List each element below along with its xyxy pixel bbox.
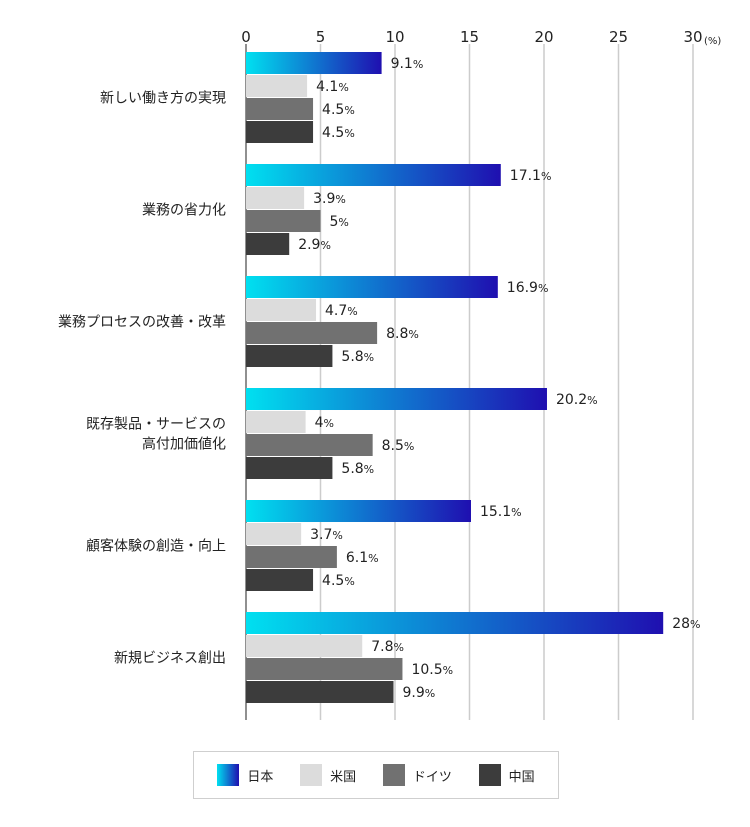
legend-swatch-japan	[217, 764, 240, 786]
bar-中国	[246, 569, 314, 591]
bar-日本	[246, 164, 501, 186]
category-label: 既存製品・サービスの	[86, 417, 226, 433]
x-tick-label: 20	[534, 28, 553, 46]
data-label: 4.5%	[322, 125, 355, 141]
category-label: 新規ビジネス創出	[114, 651, 226, 667]
category-label: 高付加価値化	[142, 436, 226, 453]
bar-日本	[246, 500, 471, 522]
bar-中国	[246, 233, 290, 255]
x-tick-label: 30	[683, 28, 702, 46]
data-label: 5%	[330, 214, 349, 230]
bar-中国	[246, 457, 333, 479]
x-tick-label: 0	[241, 28, 251, 46]
data-label: 9.1%	[391, 56, 424, 72]
data-label: 9.9%	[403, 685, 436, 701]
data-label: 4.7%	[325, 303, 358, 319]
bar-中国	[246, 345, 333, 367]
legend-label-japan: 日本	[247, 769, 274, 785]
data-label: 6.1%	[346, 550, 379, 566]
data-label: 4.5%	[322, 573, 355, 589]
legend-label-germany: ドイツ	[412, 769, 452, 785]
legend-swatch-usa	[300, 764, 323, 786]
data-label: 5.8%	[341, 349, 374, 365]
legend-item-japan: 日本	[217, 764, 273, 786]
data-label: 7.8%	[371, 639, 404, 655]
data-label: 15.1%	[480, 504, 522, 520]
legend-swatch-china	[478, 764, 501, 786]
x-tick-label: 10	[385, 28, 404, 46]
data-label: 2.9%	[298, 237, 331, 253]
data-label: 16.9%	[507, 280, 549, 296]
bar-中国	[246, 681, 394, 703]
category-label: 新しい働き方の実現	[100, 91, 226, 107]
x-tick-label: 5	[316, 28, 326, 46]
bar-日本	[246, 388, 547, 410]
legend-item-usa: 米国	[300, 764, 356, 786]
bar-米国	[246, 299, 317, 321]
data-label: 3.9%	[313, 191, 346, 207]
data-label: 5.8%	[341, 461, 374, 477]
category-label: 業務の省力化	[142, 203, 226, 219]
bar-中国	[246, 121, 314, 143]
data-label: 3.7%	[310, 527, 343, 543]
legend-label-usa: 米国	[330, 769, 357, 785]
data-label: 4%	[315, 415, 334, 431]
x-tick-label: 15	[460, 28, 479, 46]
legend-label-china: 中国	[508, 769, 535, 785]
bar-米国	[246, 523, 302, 545]
data-label: 4.1%	[316, 79, 349, 95]
bar-ドイツ	[246, 322, 378, 344]
bar-ドイツ	[246, 546, 337, 568]
bar-ドイツ	[246, 210, 321, 232]
category-label: 業務プロセスの改善・改革	[58, 315, 226, 331]
x-axis-unit: (%)	[704, 36, 721, 47]
data-label: 20.2%	[556, 392, 598, 408]
data-label: 8.5%	[382, 438, 415, 454]
bar-ドイツ	[246, 98, 314, 120]
data-label: 17.1%	[510, 168, 552, 184]
bar-米国	[246, 187, 305, 209]
legend-swatch-germany	[382, 764, 405, 786]
x-tick-label: 25	[609, 28, 628, 46]
data-label: 4.5%	[322, 102, 355, 118]
bar-ドイツ	[246, 434, 373, 456]
bar-米国	[246, 75, 308, 97]
bar-米国	[246, 635, 363, 657]
bar-chart: 0 5 10 15 20 25 30 9.1% 4.1% 4.5% 4.5% 新しい働き方の実現 17.…	[58, 28, 721, 720]
legend-item-china: 中国	[478, 764, 535, 786]
bar-日本	[246, 612, 664, 634]
data-label: 8.8%	[386, 326, 419, 342]
data-label: 10.5%	[411, 662, 453, 678]
bar-日本	[246, 52, 382, 74]
legend: 日本 米国 ドイツ 中国	[193, 751, 559, 799]
legend-item-germany: ドイツ	[382, 764, 452, 786]
category-label: 顧客体験の創造・向上	[86, 538, 226, 555]
bar-米国	[246, 411, 306, 433]
bar-日本	[246, 276, 498, 298]
bar-ドイツ	[246, 658, 403, 680]
data-label: 28%	[672, 616, 700, 632]
